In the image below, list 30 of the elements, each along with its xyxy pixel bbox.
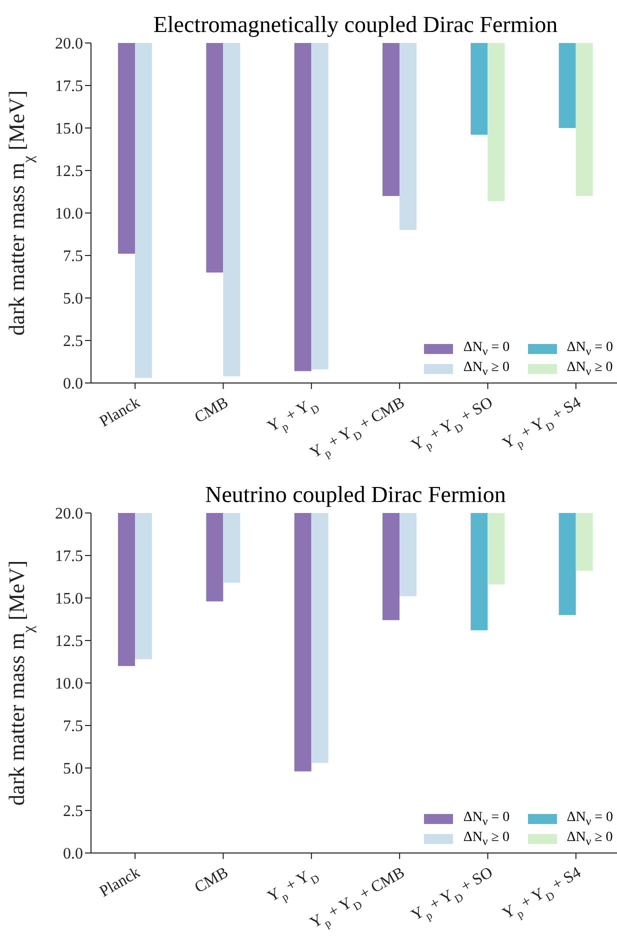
y-tick-label: 10.0 (55, 206, 83, 223)
y-tick-label: 17.5 (55, 78, 83, 96)
x-tick-label: CMB (192, 394, 232, 427)
y-tick-label: 2.5 (63, 333, 83, 350)
legend-label: ΔN$_{ν}$ = 0 (566, 810, 613, 828)
y-tick-label: 5.0 (63, 290, 83, 308)
y-tick-label: 2.5 (63, 803, 83, 820)
y-tick-label: 15.0 (55, 590, 83, 608)
y-tick-label: 10.0 (55, 676, 83, 693)
legend-label: ΔN$_{ν}$ ≥ 0 (566, 830, 613, 848)
y-tick-label: 15.0 (55, 120, 83, 138)
y-tick-label: 20.0 (55, 36, 83, 53)
legend-label: ΔN$_{ν}$ ≥ 0 (566, 360, 613, 378)
y-tick-label: 12.5 (55, 633, 83, 650)
chart-title: Electromagnetically coupled Dirac Fermion (152, 12, 559, 38)
y-tick-label: 0.0 (63, 846, 83, 863)
y-tick-label: 7.5 (63, 718, 83, 736)
legend-label: ΔN$_{ν}$ ≥ 0 (463, 360, 510, 378)
legend-label: ΔN$_{ν}$ ≥ 0 (463, 830, 510, 848)
y-tick-label: 12.5 (55, 163, 83, 180)
legend-label: ΔN$_{ν}$ = 0 (463, 340, 510, 358)
legend-label: ΔN$_{ν}$ = 0 (463, 810, 510, 828)
x-tick-label: CMB (192, 864, 232, 897)
y-tick-label: 20.0 (55, 506, 83, 523)
y-tick-label: 17.5 (55, 548, 83, 566)
legend-label: ΔN$_{ν}$ = 0 (566, 340, 613, 358)
y-tick-label: 5.0 (63, 760, 83, 778)
y-tick-label: 0.0 (63, 376, 83, 393)
chart-title: Neutrino coupled Dirac Fermion (204, 482, 507, 508)
y-tick-label: 7.5 (63, 248, 83, 266)
